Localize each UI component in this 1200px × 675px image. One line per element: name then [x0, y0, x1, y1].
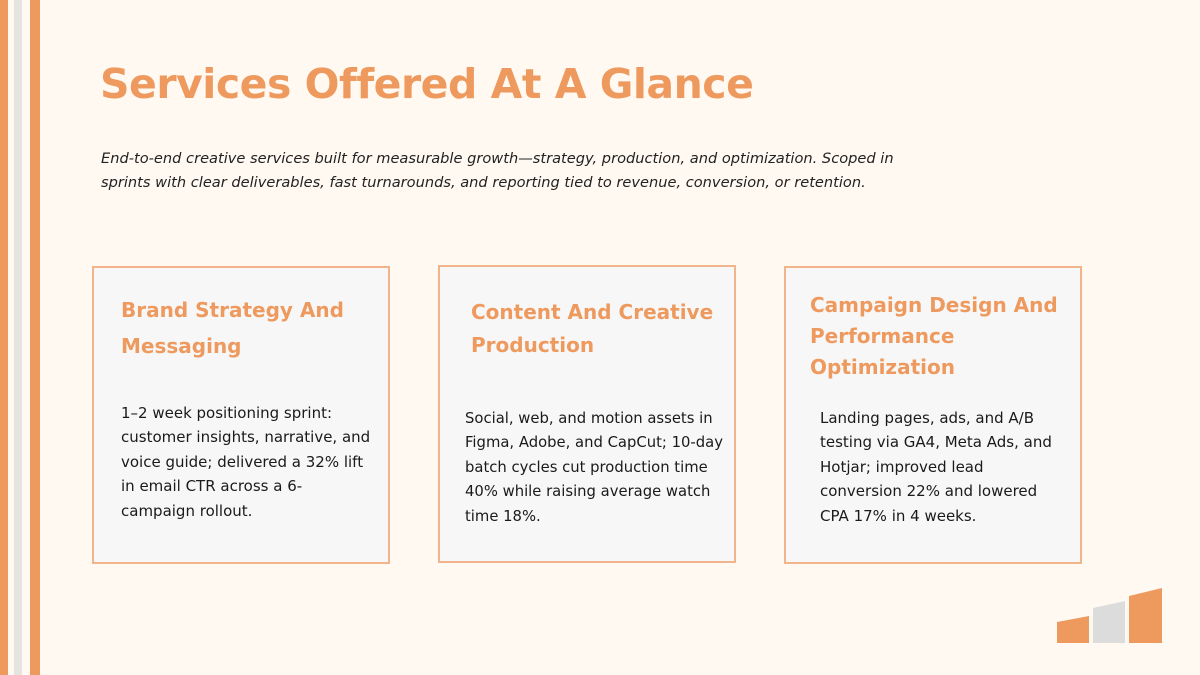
card-description: Landing pages, ads, and A/B testing via …	[820, 409, 1052, 525]
service-card-content-production: Content And Creative Production Social, …	[438, 265, 736, 563]
left-accent-stripe	[0, 0, 8, 675]
middle-bar	[1093, 601, 1125, 643]
intro-text: End-to-end creative services built for m…	[101, 150, 894, 191]
page-title: Services Offered At A Glance	[100, 60, 754, 108]
tall-bar	[1129, 588, 1162, 643]
short-bar	[1057, 616, 1089, 643]
card-title: Campaign Design And Performance Optimiza…	[810, 293, 1058, 379]
left-accent-stripe	[30, 0, 40, 675]
card-title: Brand Strategy And Messaging	[121, 298, 344, 358]
service-card-campaign-design: Campaign Design And Performance Optimiza…	[784, 266, 1082, 564]
card-description: Social, web, and motion assets in Figma,…	[465, 410, 723, 525]
left-gray-stripe	[14, 0, 22, 675]
ascending-bars-icon	[1057, 588, 1162, 643]
service-card-brand-strategy: Brand Strategy And Messaging 1–2 week po…	[92, 266, 390, 564]
card-title: Content And Creative Production	[471, 300, 714, 357]
card-description: 1–2 week positioning sprint: customer in…	[121, 404, 371, 520]
